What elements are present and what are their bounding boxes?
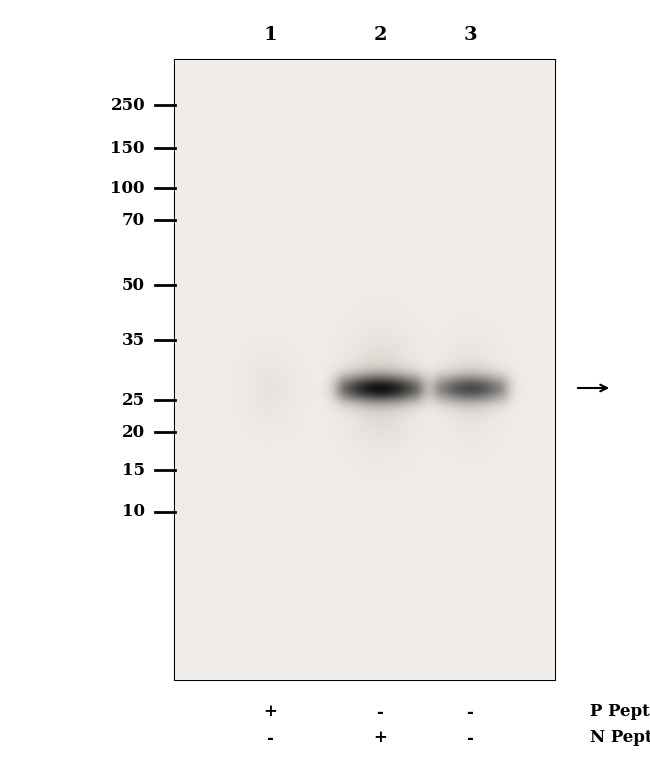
Text: +: + (263, 703, 277, 720)
Text: 15: 15 (122, 462, 145, 478)
Text: 50: 50 (122, 277, 145, 293)
Text: -: - (266, 729, 274, 746)
Text: 250: 250 (111, 96, 145, 114)
Bar (175, 60, 555, 680)
Text: 25: 25 (122, 391, 145, 408)
Text: 150: 150 (111, 140, 145, 157)
Text: 2: 2 (373, 26, 387, 44)
Text: +: + (373, 729, 387, 746)
Text: 1: 1 (263, 26, 277, 44)
Text: P Peptide: P Peptide (590, 703, 650, 720)
Text: 70: 70 (122, 212, 145, 228)
Text: 3: 3 (463, 26, 477, 44)
Text: 10: 10 (122, 503, 145, 521)
Text: -: - (376, 703, 384, 720)
Text: -: - (467, 729, 473, 746)
Text: 100: 100 (111, 180, 145, 197)
Text: 20: 20 (122, 423, 145, 441)
Text: 35: 35 (122, 332, 145, 349)
Text: N Peptide: N Peptide (590, 729, 650, 746)
Text: -: - (467, 703, 473, 720)
